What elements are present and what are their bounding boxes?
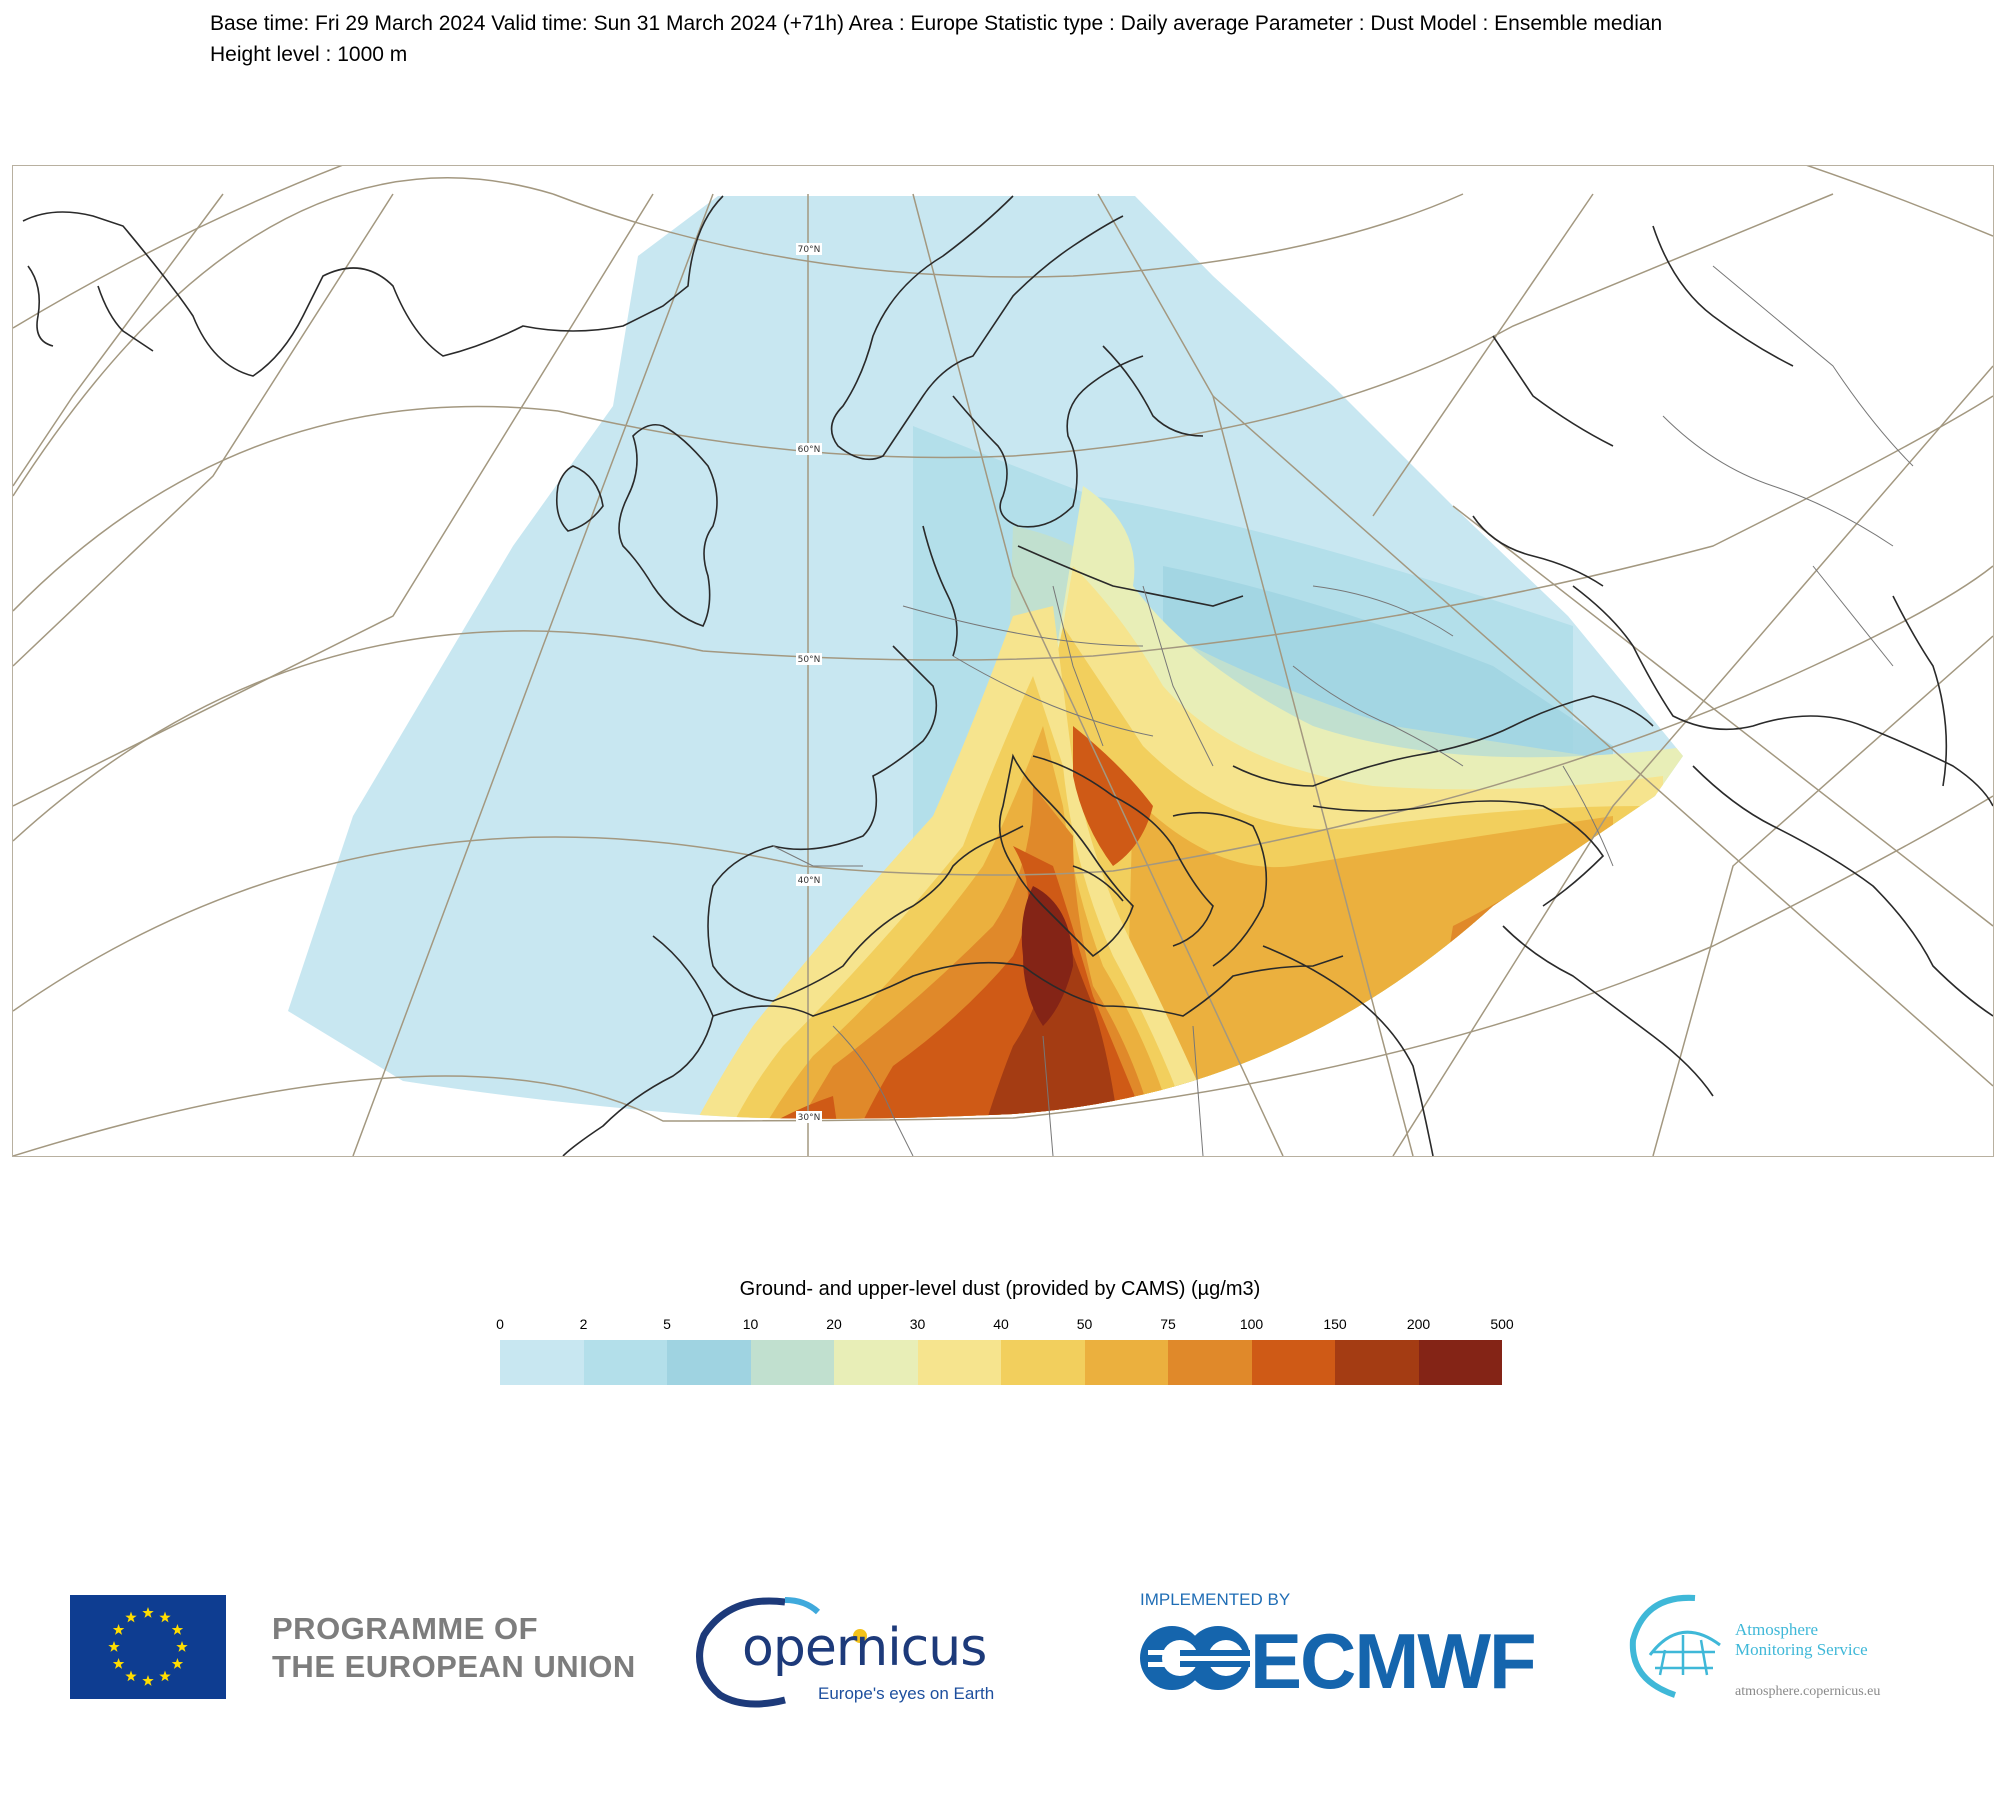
lat-label-70: 70°N	[798, 245, 821, 255]
lat-label-30: 30°N	[798, 1113, 821, 1123]
legend-tick-label: 5	[663, 1316, 671, 1332]
lat-label-50: 50°N	[798, 655, 821, 665]
implemented-by-label: IMPLEMENTED BY	[1140, 1590, 1291, 1609]
legend-swatch	[1084, 1340, 1168, 1385]
eu-text-line-1: PROGRAMME OF	[272, 1611, 539, 1646]
legend-tick-label: 150	[1323, 1316, 1347, 1332]
legend-tick-label: 10	[742, 1316, 759, 1332]
legend-swatch	[1168, 1340, 1252, 1385]
eu-star-icon	[142, 1675, 154, 1686]
eu-star-icon	[159, 1611, 171, 1623]
ecmwf-symbol-icon	[1140, 1626, 1250, 1690]
graticule	[13, 166, 1993, 1156]
country-borders	[772, 265, 1914, 1156]
legend-tick-label: 200	[1406, 1316, 1431, 1332]
ams-url: atmosphere.copernicus.eu	[1735, 1684, 1881, 1699]
legend-tick-label: 30	[909, 1316, 926, 1332]
legend-swatch	[834, 1340, 918, 1385]
legend-swatch	[1251, 1340, 1335, 1385]
eu-star-icon	[112, 1624, 125, 1635]
eu-flag-icon	[70, 1595, 226, 1699]
legend-tick-label: 50	[1076, 1316, 1093, 1332]
eu-star-icon	[112, 1658, 125, 1669]
ams-name-line-1: Atmosphere	[1735, 1620, 1819, 1639]
header-line-2: Height level : 1000 m	[210, 43, 408, 66]
footer-logos: PROGRAMME OF THE EUROPEAN UNION opernicu…	[0, 1590, 2000, 1730]
eu-text-line-2: THE EUROPEAN UNION	[272, 1649, 636, 1684]
legend-title: Ground- and upper-level dust (provided b…	[739, 1278, 1261, 1300]
legend-swatch	[583, 1340, 667, 1385]
copernicus-logo: opernicus Europe's eyes on Earth	[690, 1590, 1010, 1710]
eu-star-icon	[142, 1607, 154, 1618]
lat-label-40: 40°N	[798, 876, 821, 886]
legend-tick-label: 2	[579, 1316, 588, 1332]
dust-map: 70°N 60°N 50°N 40°N 30°N	[12, 165, 1994, 1157]
dust-field	[288, 196, 1683, 1119]
legend-swatch	[500, 1340, 584, 1385]
ecmwf-logo: ECMWF	[1140, 1617, 1560, 1705]
legend-tick-label: 75	[1160, 1316, 1176, 1332]
legend-tick-label: 500	[1490, 1316, 1514, 1332]
legend-tick-label: 100	[1239, 1316, 1264, 1332]
plot-header: Base time: Fri 29 March 2024 Valid time:…	[210, 8, 1970, 70]
legend-tick-label: 40	[993, 1316, 1009, 1332]
legend-swatch	[1418, 1340, 1502, 1385]
ams-name: Atmosphere Monitoring Service	[1735, 1620, 1868, 1660]
copernicus-wordmark: opernicus	[742, 1618, 987, 1678]
latitude-labels: 70°N 60°N 50°N 40°N 30°N	[796, 243, 822, 1123]
eu-star-icon	[159, 1670, 171, 1682]
legend-swatch	[750, 1340, 834, 1385]
eu-star-icon	[171, 1658, 184, 1669]
ecmwf-wordmark: ECMWF	[1250, 1617, 1537, 1705]
lat-label-60: 60°N	[798, 445, 821, 455]
eu-star-icon	[176, 1641, 188, 1652]
copernicus-c-icon	[696, 1597, 867, 1708]
eu-star-icon	[125, 1611, 137, 1623]
copernicus-tagline: Europe's eyes on Earth	[818, 1684, 995, 1703]
eu-star-icon	[171, 1624, 184, 1635]
legend-tick-label: 20	[826, 1316, 842, 1332]
legend-ticks: 0 2 5 10 20 30 40 50 75 100 150 200 500	[0, 1316, 2000, 1334]
legend-swatch	[1335, 1340, 1419, 1385]
eu-star-icon	[108, 1641, 120, 1652]
legend-swatch	[667, 1340, 751, 1385]
legend-colorbar	[500, 1340, 1502, 1385]
ams-name-line-2: Monitoring Service	[1735, 1640, 1868, 1659]
eu-star-icon	[125, 1670, 137, 1682]
atmosphere-globe-icon	[1629, 1594, 1721, 1698]
legend-tick-label: 0	[496, 1316, 504, 1332]
header-line-1: Base time: Fri 29 March 2024 Valid time:…	[210, 12, 1663, 35]
map-canvas: 70°N 60°N 50°N 40°N 30°N	[13, 166, 1993, 1156]
ams-logo: Atmosphere Monitoring Service atmosphere…	[1625, 1590, 1925, 1720]
legend-swatch	[1001, 1340, 1085, 1385]
coastlines	[22, 195, 1993, 1156]
eu-programme-text: PROGRAMME OF THE EUROPEAN UNION	[272, 1610, 636, 1686]
legend-swatch	[917, 1340, 1001, 1385]
